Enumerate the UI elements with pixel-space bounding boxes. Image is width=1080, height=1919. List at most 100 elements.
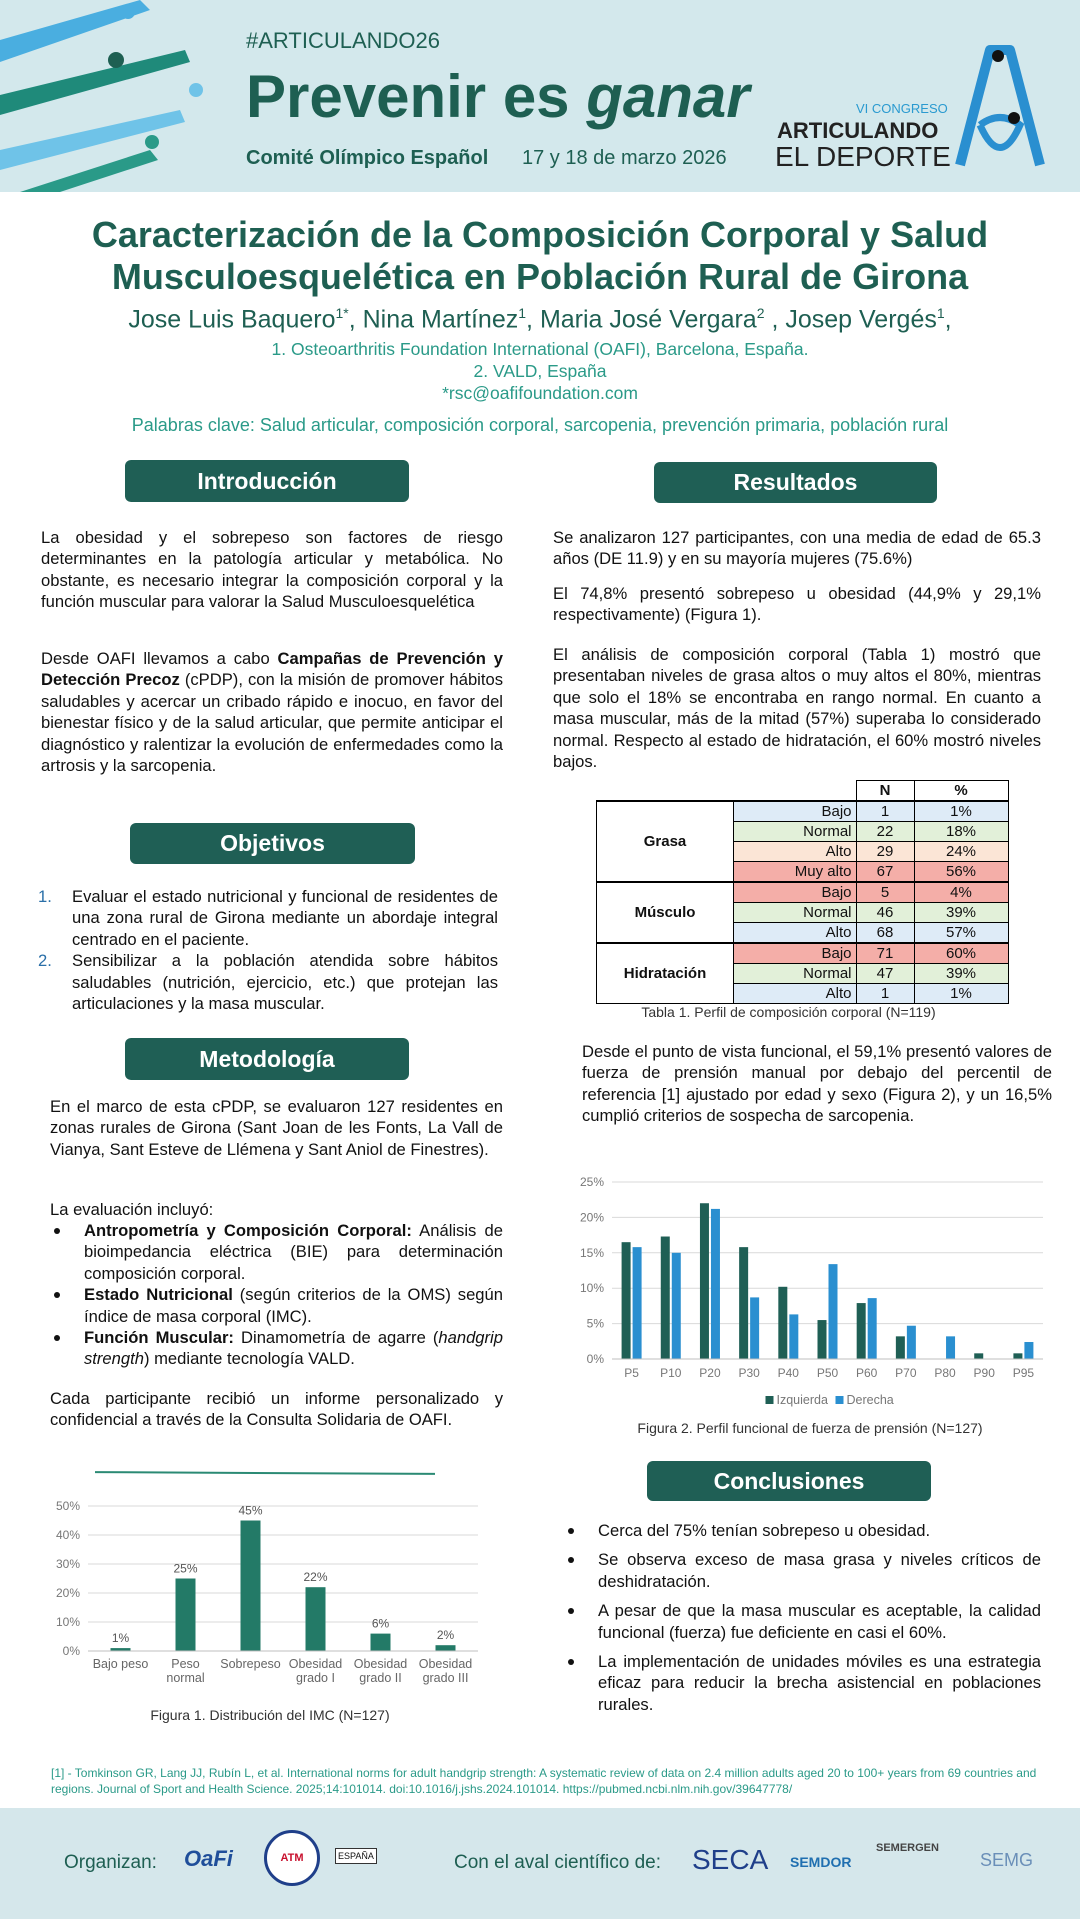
- table-row: Normal 22 18%: [597, 821, 1009, 842]
- y-tick-label: 15%: [580, 1246, 604, 1260]
- y-tick-label: 25%: [580, 1175, 604, 1189]
- table: N% Grasa Bajo 1 1% Normal 22 18% Alto 29 24% Muy al…: [596, 780, 1009, 1004]
- bullet-text: Estado Nutricional (según criterios de l…: [84, 1285, 503, 1325]
- title-line: Caracterización de la Composición Corpor…: [91, 214, 989, 255]
- x-tick-label: P50: [817, 1366, 839, 1380]
- author-sup: 2: [756, 305, 765, 321]
- bullet: [568, 1528, 574, 1534]
- text-run: Antropometría y Composición Corporal:: [84, 1221, 412, 1240]
- author-sup: 1: [518, 305, 527, 321]
- cell-pct: 57%: [913, 922, 1009, 944]
- bullet: [568, 1659, 574, 1666]
- bar: [867, 1298, 877, 1359]
- bar: [240, 1520, 261, 1651]
- x-tick-label: P70: [895, 1366, 917, 1380]
- cell-pct: 39%: [913, 902, 1009, 923]
- y-tick-label: 40%: [56, 1528, 80, 1542]
- table-row: Normal 46 39%: [597, 902, 1009, 923]
- bar: [856, 1303, 866, 1359]
- conclusion-text: Cerca del 75% tenían sobrepeso u obesida…: [598, 1521, 931, 1540]
- cell-n: 47: [855, 963, 915, 984]
- conclusion-text: A pesar de que la masa muscular es acept…: [598, 1601, 1041, 1642]
- conclusion-text: Se observa exceso de masa grasa y nivele…: [598, 1550, 1041, 1591]
- event-title: Prevenir es ganar: [246, 62, 750, 131]
- value-label: 6%: [372, 1617, 390, 1631]
- header-band: #ARTICULANDO26 Prevenir es ganar Comité …: [0, 0, 1080, 192]
- cell-pct: 4%: [913, 881, 1009, 903]
- cell-pct: 39%: [913, 963, 1009, 984]
- row-label: Normal: [733, 821, 857, 842]
- group-label: Hidratación: [596, 942, 734, 1004]
- y-tick-label: 30%: [56, 1557, 80, 1571]
- bullet-item: Se observa exceso de masa grasa y nivele…: [564, 1549, 1041, 1592]
- table-row: Músculo Bajo 5 4%: [596, 881, 1009, 944]
- legend-swatch: [835, 1396, 844, 1404]
- bar: [828, 1264, 838, 1359]
- endorser-logo: SEMDOR: [790, 1854, 852, 1870]
- row-label: Alto: [733, 922, 857, 944]
- endorsement-label: Con el aval científico de:: [454, 1852, 662, 1873]
- cell-pct: 56%: [913, 861, 1009, 883]
- results-paragraph: El análisis de composición corporal (Tab…: [553, 645, 1041, 772]
- bullet: [568, 1608, 574, 1615]
- congress-logo: [955, 45, 1045, 167]
- reference: [1] - Tomkinson GR, Lang JJ, Rubín L, et…: [51, 1766, 1037, 1796]
- y-tick-label: 20%: [580, 1210, 604, 1224]
- bar: [906, 1325, 916, 1359]
- bar: [671, 1252, 681, 1359]
- dates: 17 y 18 de marzo 2026: [522, 147, 727, 169]
- results-paragraph: Se analizaron 127 participantes, con una…: [553, 528, 1041, 569]
- affiliation: 1. Osteoarthritis Foundation Internation…: [271, 339, 809, 359]
- results-paragraph: Desde el punto de vista funcional, el 59…: [582, 1042, 1052, 1126]
- objective: 2. Sensibilizar a la población atendida s…: [38, 950, 498, 1014]
- bullet: [54, 1335, 60, 1342]
- methodology-paragraph: En el marco de esta cPDP, se evaluaron 1…: [50, 1097, 503, 1159]
- text-run: Campañas de Prevención y Detección Preco…: [41, 649, 503, 690]
- hashtag: #ARTICULANDO26: [246, 28, 440, 53]
- table-row: Alto 29 24%: [597, 841, 1009, 862]
- table-header: N: [855, 780, 915, 802]
- row-label: Alto: [733, 983, 857, 1004]
- figure-2: 0% 5% 10% 15% 20% 25% P5 P10 P20 P30 P40 P50 P60 P70 P…: [560, 1165, 1060, 1417]
- figure-caption: Figura 1. Distribución del IMC (N=127): [150, 1707, 390, 1723]
- footer-band: Organizan: OaFi ATM ESPAÑA Con el aval c…: [0, 1808, 1080, 1919]
- x-tick-label: P40: [778, 1366, 800, 1380]
- table-row: Alto 1 1%: [597, 983, 1009, 1004]
- cell-n: 46: [855, 902, 915, 923]
- x-tick-label: Obesidad grado I: [288, 1657, 343, 1685]
- cell-n: 68: [855, 922, 915, 944]
- y-tick-label: 20%: [56, 1586, 80, 1600]
- organizers-label: Organizan:: [64, 1852, 157, 1873]
- table-header-row: N%: [597, 780, 1009, 802]
- email: *rsc@oafifoundation.com: [442, 383, 638, 403]
- bar: [895, 1336, 905, 1359]
- section-heading: Resultados: [654, 462, 937, 503]
- section-heading: Metodología: [125, 1038, 409, 1080]
- endorser-logo: SECA: [692, 1844, 769, 1875]
- x-tick-label: P90: [974, 1366, 996, 1380]
- organizer-logo: ATM: [264, 1830, 320, 1886]
- bar: [750, 1297, 760, 1359]
- event-title-plain: Prevenir es: [246, 63, 570, 130]
- x-tick-label: P80: [934, 1366, 956, 1380]
- value-label: 25%: [173, 1562, 197, 1576]
- organizer: Comité Olímpico Español: [246, 147, 489, 169]
- text-run: Análisis de bioimpedancia eléctrica (BIE…: [84, 1221, 503, 1283]
- text-run: ) mediante tecnología VALD.: [143, 1349, 355, 1369]
- author: , Nina Martínez: [348, 305, 519, 334]
- cell-pct: 18%: [913, 821, 1009, 842]
- bullet-text: Antropometría y Composición Corporal: An…: [84, 1221, 503, 1283]
- objective: 1. Evaluar el estado nutricional y funcio…: [38, 886, 498, 950]
- table-header: %: [913, 780, 1009, 802]
- bar: [817, 1320, 827, 1359]
- bar: [1024, 1342, 1034, 1359]
- author: , Josep Vergés: [764, 305, 937, 334]
- y-tick-label: 0%: [63, 1644, 81, 1658]
- affiliation: 2. VALD, España: [473, 361, 607, 381]
- bar: [621, 1242, 631, 1359]
- bar: [660, 1236, 670, 1359]
- authors: Jose Luis Baquero1*, Nina Martínez1, Mar…: [0, 305, 1080, 334]
- x-tick-label: P5: [624, 1366, 639, 1380]
- author-end: ,: [944, 305, 952, 334]
- text-run: Dinamometría de agarre (: [233, 1328, 439, 1348]
